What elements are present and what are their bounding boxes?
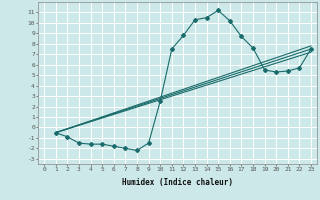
X-axis label: Humidex (Indice chaleur): Humidex (Indice chaleur) [122, 178, 233, 187]
